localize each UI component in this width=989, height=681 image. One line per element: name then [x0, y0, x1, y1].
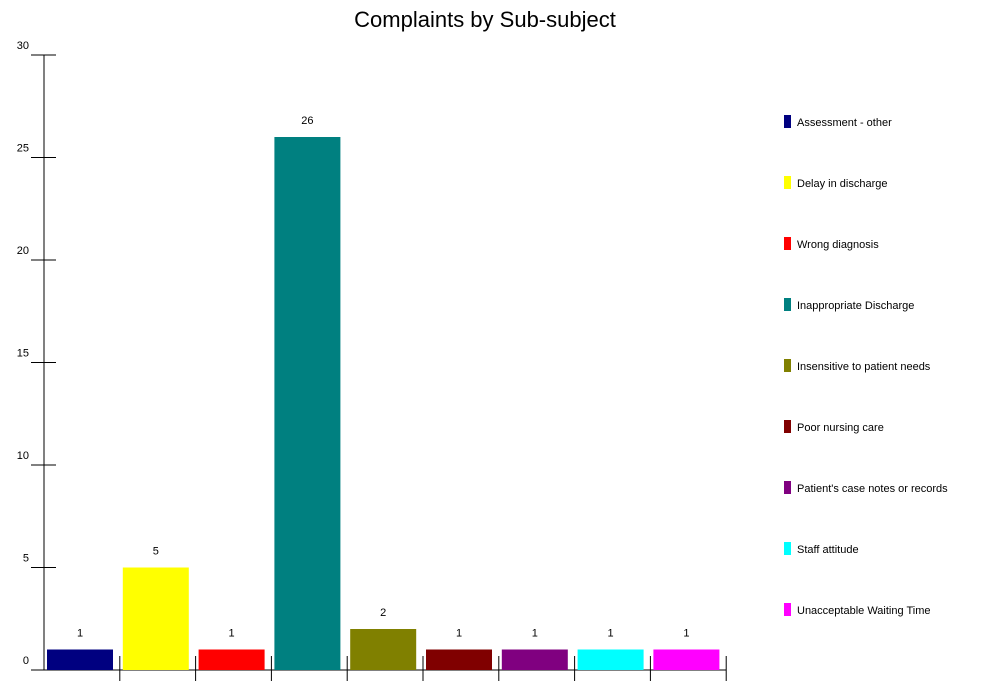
y-tick-label: 15 — [17, 348, 29, 360]
bar — [274, 137, 341, 670]
legend-item: Insensitive to patient needs — [784, 359, 931, 373]
bar — [47, 649, 113, 670]
legend-label: Patient's case notes or records — [797, 483, 948, 495]
bar-value-label: 1 — [608, 628, 614, 640]
bar — [653, 649, 720, 670]
legend-swatch — [784, 115, 791, 128]
y-tick-label: 20 — [17, 245, 29, 257]
legend-item: Patient's case notes or records — [784, 481, 948, 495]
legend-swatch — [784, 420, 791, 433]
bar — [426, 649, 492, 670]
y-tick-label: 0 — [23, 655, 29, 667]
legend-item: Delay in discharge — [784, 176, 888, 190]
bar-value-label: 2 — [380, 607, 386, 619]
bars — [47, 137, 720, 670]
legend-item: Staff attitude — [784, 542, 859, 556]
bar — [577, 649, 644, 670]
bar — [122, 567, 189, 670]
legend-item: Inappropriate Discharge — [784, 298, 914, 312]
legend-label: Staff attitude — [797, 544, 859, 556]
chart-title: Complaints by Sub-subject — [354, 7, 616, 32]
y-tick-label: 30 — [17, 40, 29, 52]
legend-item: Wrong diagnosis — [784, 237, 879, 251]
legend-swatch — [784, 237, 791, 250]
legend-swatch — [784, 603, 791, 616]
y-tick-label: 25 — [17, 143, 29, 155]
bar-value-label: 1 — [229, 628, 235, 640]
y-tick-label: 5 — [23, 553, 29, 565]
y-axis: 0 5 10 15 20 25 30 — [17, 40, 56, 671]
legend: Assessment - other Delay in discharge Wron… — [784, 115, 948, 617]
legend-item: Poor nursing care — [784, 420, 884, 434]
legend-swatch — [784, 359, 791, 372]
data-labels: 1 5 1 26 2 1 1 1 1 — [77, 115, 690, 640]
bar-value-label: 5 — [153, 546, 159, 558]
legend-label: Inappropriate Discharge — [797, 300, 914, 312]
legend-label: Poor nursing care — [797, 422, 884, 434]
legend-swatch — [784, 298, 791, 311]
legend-swatch — [784, 542, 791, 555]
legend-label: Insensitive to patient needs — [797, 361, 931, 373]
bar-value-label: 26 — [301, 115, 313, 127]
bar — [198, 649, 265, 670]
legend-item: Assessment - other — [784, 115, 892, 129]
legend-item: Unacceptable Waiting Time — [784, 603, 931, 617]
legend-label: Unacceptable Waiting Time — [797, 605, 931, 617]
bar — [501, 649, 568, 670]
legend-label: Assessment - other — [797, 117, 892, 129]
legend-swatch — [784, 481, 791, 494]
bar-value-label: 1 — [683, 628, 689, 640]
legend-label: Wrong diagnosis — [797, 239, 879, 251]
legend-label: Delay in discharge — [797, 178, 888, 190]
bar-value-label: 1 — [532, 628, 538, 640]
bar-value-label: 1 — [77, 628, 83, 640]
legend-swatch — [784, 176, 791, 189]
y-tick-label: 10 — [17, 450, 29, 462]
bar-value-label: 1 — [456, 628, 462, 640]
bar — [350, 629, 417, 670]
